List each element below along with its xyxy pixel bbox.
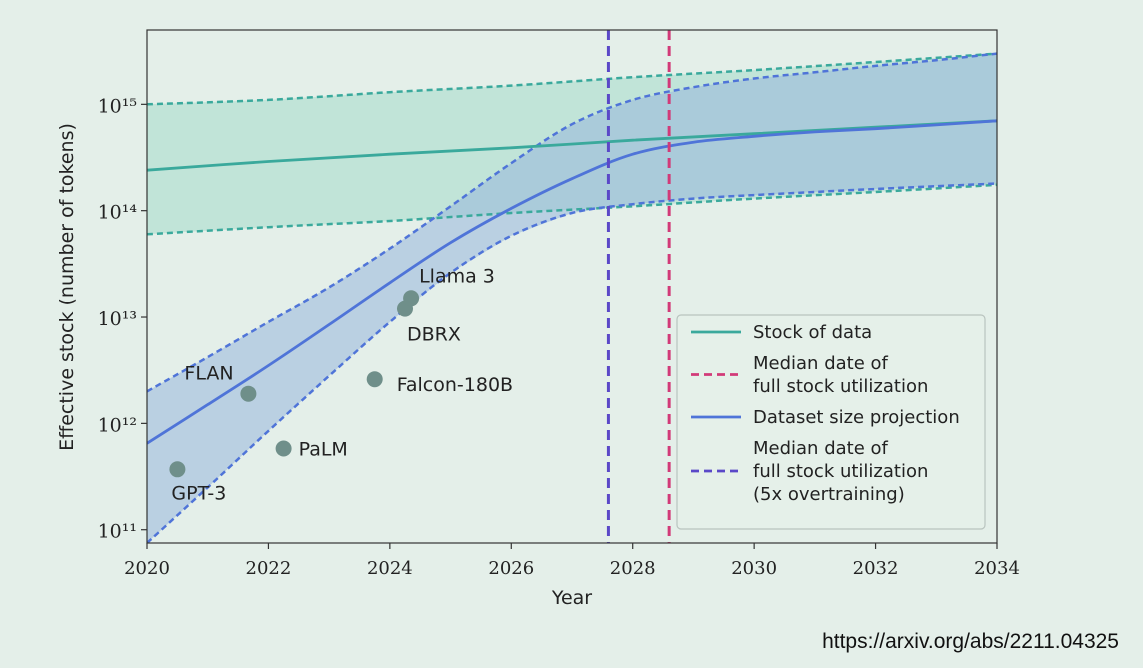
legend-box <box>676 314 986 530</box>
legend-label: full stock utilization <box>753 461 928 482</box>
y-tick-label: 10¹⁴ <box>98 202 138 224</box>
model-label-falcon-180b: Falcon-180B <box>397 374 513 396</box>
stock-lower-bound-line <box>147 183 997 236</box>
dataset-projection-line <box>147 119 997 445</box>
projection-lower-bound-line <box>147 182 997 543</box>
model-label-llama-3: Llama 3 <box>419 265 495 287</box>
legend-label: Stock of data <box>753 322 872 343</box>
y-tick-label: 10¹⁵ <box>98 95 137 117</box>
x-tick-label: 2028 <box>610 558 656 579</box>
model-label-dbrx: DBRX <box>407 324 461 346</box>
x-tick-label: 2020 <box>124 558 170 579</box>
model-point-flan <box>240 385 257 402</box>
y-axis-label: Effective stock (number of tokens) <box>56 123 78 451</box>
legend-label: (5x overtraining) <box>753 484 905 505</box>
model-point-falcon-180b <box>366 371 383 388</box>
model-label-palm: PaLM <box>299 439 348 461</box>
y-tick-label: 10¹³ <box>98 308 137 330</box>
x-tick-label: 2022 <box>246 558 292 579</box>
y-tick-label: 10¹² <box>98 414 137 436</box>
projection-upper-bound-line <box>147 52 997 393</box>
stock-of-data-line <box>147 119 997 172</box>
x-tick-label: 2026 <box>488 558 534 579</box>
x-tick-label: 2032 <box>853 558 899 579</box>
model-point-llama-3 <box>403 290 420 307</box>
x-axis-label: Year <box>551 587 592 609</box>
stock-upper-bound-line <box>147 52 997 106</box>
source-url[interactable]: https://arxiv.org/abs/2211.04325 <box>822 630 1119 653</box>
legend-label: Median date of <box>753 438 889 459</box>
y-tick-label: 10¹¹ <box>98 521 137 543</box>
legend-label: Dataset size projection <box>753 407 960 428</box>
projection-uncertainty-band <box>147 53 997 543</box>
legend-label: full stock utilization <box>753 376 928 397</box>
data-stock-chart: GPT-3 FLAN PaLM Falcon-180B DBRX Llama 3 2020… <box>56 29 1020 609</box>
x-tick-label: 2024 <box>367 558 413 579</box>
legend-label: Median date of <box>753 353 889 374</box>
plot-frame <box>146 29 998 544</box>
model-label-flan: FLAN <box>184 363 233 385</box>
model-point-gpt-3 <box>169 461 186 478</box>
x-tick-label: 2030 <box>731 558 777 579</box>
x-tick-label: 2034 <box>974 558 1020 579</box>
model-label-gpt-3: GPT-3 <box>171 482 226 504</box>
model-point-palm <box>275 440 292 457</box>
